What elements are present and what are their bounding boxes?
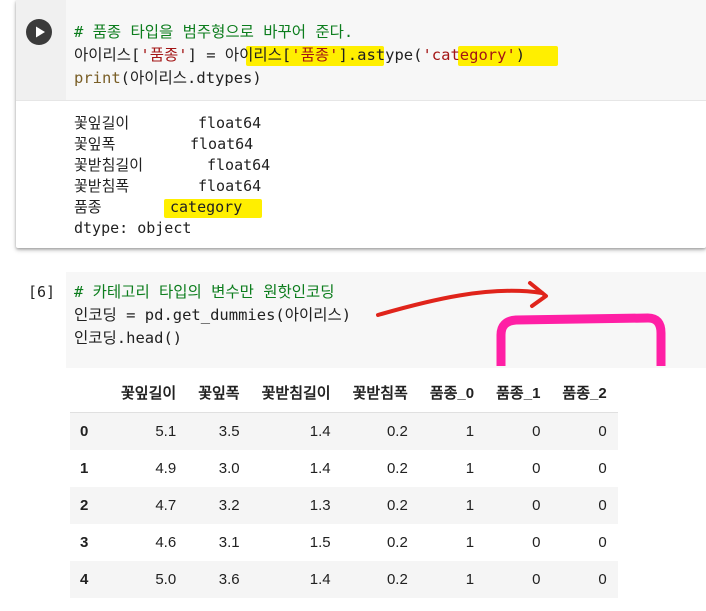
code-line-head: 인코딩.head() [74,329,183,347]
table-cell: 4.9 [155,460,177,477]
column-header: 품종_1 [496,384,541,402]
output-line: 꽃받침길이 float64 [74,156,271,174]
table-cell: 0 [532,571,541,588]
code-editor[interactable] [66,0,706,100]
table-cell: 1.4 [309,423,331,440]
row-index: 3 [80,534,89,551]
row-index: 4 [80,571,89,588]
table-cell: 0 [598,423,607,440]
code-line-print: print(아이리스.dtypes) [74,69,262,87]
table-cell: 0.2 [386,534,408,551]
table-cell: 0 [532,497,541,514]
code-line-get-dummies: 인코딩 = pd.get_dummies(아이리스) [74,306,352,324]
output-line: 꽃잎폭 float64 [74,135,254,153]
cell-gutter [16,0,66,100]
table-cell: 0 [598,571,607,588]
table-cell: 1 [465,460,475,477]
column-header: 꽃받침길이 [261,384,331,402]
table-cell: 4.6 [155,534,177,551]
row-index: 1 [80,460,89,477]
table-row: 2 4.7 3.2 1.3 0.2 1 0 0 [70,487,618,524]
column-header: 품종_0 [429,384,475,402]
table-cell: 0 [598,534,607,551]
code-comment: # 품종 타입을 범주형으로 바꾸어 준다. [74,23,354,41]
play-icon [36,26,45,38]
highlight-mark [458,46,558,66]
table-row: 0 5.1 3.5 1.4 0.2 1 0 0 [70,412,618,450]
column-header: 꽃잎폭 [198,384,240,402]
table-cell: 0.2 [386,460,408,477]
code-cell-1[interactable] [16,0,706,248]
table-cell: 3.1 [218,534,240,551]
table-row: 3 4.6 3.1 1.5 0.2 1 0 0 [70,524,618,561]
row-index: 0 [80,423,89,440]
output-divider [16,100,706,101]
table-cell: 0.2 [386,423,408,440]
column-header: 꽃받침폭 [352,384,408,402]
table-header-row: 꽃잎길이 꽃잎폭 꽃받침길이 꽃받침폭 품종_0 품종_1 품종_2 [70,372,618,413]
table-cell: 0 [532,460,541,477]
table-cell: 1 [465,534,475,551]
table-cell: 0.2 [386,497,408,514]
table-cell: 0.2 [386,571,408,588]
highlight-mark [246,46,384,66]
table-cell: 3.2 [218,497,240,514]
column-header: 품종_2 [562,384,607,402]
row-index: 2 [80,497,89,514]
table-cell: 1 [465,423,475,440]
table-cell: 0 [532,534,541,551]
table-cell: 3.6 [218,571,240,588]
output-line: 꽃잎길이 float64 [74,114,262,132]
table-cell: 5.1 [155,423,177,440]
table-cell: 1 [465,571,475,588]
column-header: 꽃잎길이 [121,384,177,402]
output-line: 꽃받침폭 float64 [74,177,262,195]
table-cell: 0 [598,497,607,514]
table-cell: 3.0 [218,460,240,477]
output-line: 품종 category [74,198,243,216]
table-cell: 4.7 [155,497,177,514]
index-header [70,372,110,413]
code-comment: # 카테고리 타입의 변수만 원핫인코딩 [74,283,335,301]
highlight-mark [164,199,262,218]
table-row: 4 5.0 3.6 1.4 0.2 1 0 0 [70,561,618,598]
table-cell: 1.3 [309,497,331,514]
table-cell: 0 [598,460,607,477]
code-line-astype: 아이리스['품종'] = 아이리스['품종'].astype('category… [74,46,526,64]
execution-count: [6] [28,283,56,301]
table-cell: 1.4 [309,571,331,588]
table-cell: 3.5 [218,423,240,440]
dataframe-table: 꽃잎길이 꽃잎폭 꽃받침길이 꽃받침폭 품종_0 품종_1 품종_2 0 5.1… [70,372,618,598]
table-cell: 1.4 [309,460,331,477]
run-cell-button[interactable] [26,19,52,45]
table-cell: 1.5 [309,534,331,551]
table-cell: 5.0 [155,571,177,588]
output-dtype-line: dtype: object [74,219,192,237]
table-cell: 0 [532,423,541,440]
table-cell: 1 [465,497,475,514]
table-row: 1 4.9 3.0 1.4 0.2 1 0 0 [70,450,618,487]
